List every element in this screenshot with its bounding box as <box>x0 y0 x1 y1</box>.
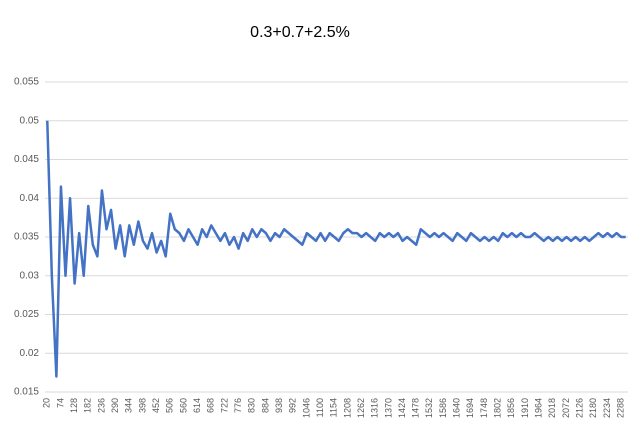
x-tick-label: 1748 <box>479 398 489 418</box>
x-tick-label: 1640 <box>452 398 462 418</box>
x-tick-label: 560 <box>178 398 188 413</box>
data-line <box>46 120 626 378</box>
x-tick-label: 1262 <box>356 398 366 418</box>
y-tick-label: 0.025 <box>14 309 39 320</box>
x-tick-label: 2072 <box>561 398 571 418</box>
x-tick-label: 290 <box>110 398 120 413</box>
x-tick-label: 722 <box>219 398 229 413</box>
x-tick-label: 1154 <box>329 398 339 417</box>
x-tick-label: 1586 <box>438 398 448 418</box>
x-tick-label: 992 <box>288 398 298 413</box>
x-tick-label: 1964 <box>534 398 544 418</box>
x-tick-label: 938 <box>274 398 284 413</box>
x-tick-label: 668 <box>206 398 216 413</box>
y-tick-label: 0.045 <box>14 154 39 165</box>
x-tick-label: 1910 <box>520 398 530 418</box>
y-tick-label: 0.05 <box>20 115 40 126</box>
x-tick-label: 1100 <box>315 398 325 417</box>
x-tick-label: 74 <box>55 398 65 408</box>
x-tick-label: 128 <box>69 398 79 413</box>
x-tick-label: 2288 <box>616 398 626 418</box>
x-tick-label: 20 <box>42 398 52 408</box>
x-tick-label: 1532 <box>424 398 434 418</box>
x-tick-label: 1316 <box>370 398 380 418</box>
x-tick-label: 884 <box>260 398 270 413</box>
x-tick-label: 452 <box>151 398 161 413</box>
x-tick-label: 2018 <box>547 398 557 418</box>
x-tick-label: 830 <box>247 398 257 413</box>
y-tick-label: 0.055 <box>14 77 39 88</box>
x-tick-label: 398 <box>137 398 147 413</box>
x-tick-label: 1694 <box>465 398 475 418</box>
y-tick-label: 0.03 <box>20 270 40 281</box>
x-tick-label: 182 <box>83 398 93 413</box>
x-tick-label: 2180 <box>588 398 598 418</box>
x-tick-label: 2234 <box>602 398 612 418</box>
y-tick-label: 0.04 <box>20 193 40 204</box>
y-tick-label: 0.015 <box>14 387 39 398</box>
x-tick-label: 1802 <box>493 398 503 418</box>
x-tick-label: 506 <box>165 398 175 413</box>
x-tick-label: 776 <box>233 398 243 413</box>
x-tick-label: 236 <box>96 398 106 413</box>
y-tick-label: 0.02 <box>20 348 40 359</box>
x-tick-label: 1208 <box>342 398 352 418</box>
y-tick-label: 0.035 <box>14 232 39 243</box>
x-tick-label: 1046 <box>301 398 311 418</box>
x-tick-label: 344 <box>124 398 134 413</box>
chart-title: 0.3+0.7+2.5% <box>250 24 350 41</box>
x-tick-label: 1370 <box>383 398 393 418</box>
x-tick-label: 1856 <box>506 398 516 418</box>
x-tick-label: 2126 <box>575 398 585 418</box>
x-tick-label: 1478 <box>411 398 421 418</box>
x-tick-label: 614 <box>192 398 202 413</box>
x-tick-label: 1424 <box>397 398 407 418</box>
